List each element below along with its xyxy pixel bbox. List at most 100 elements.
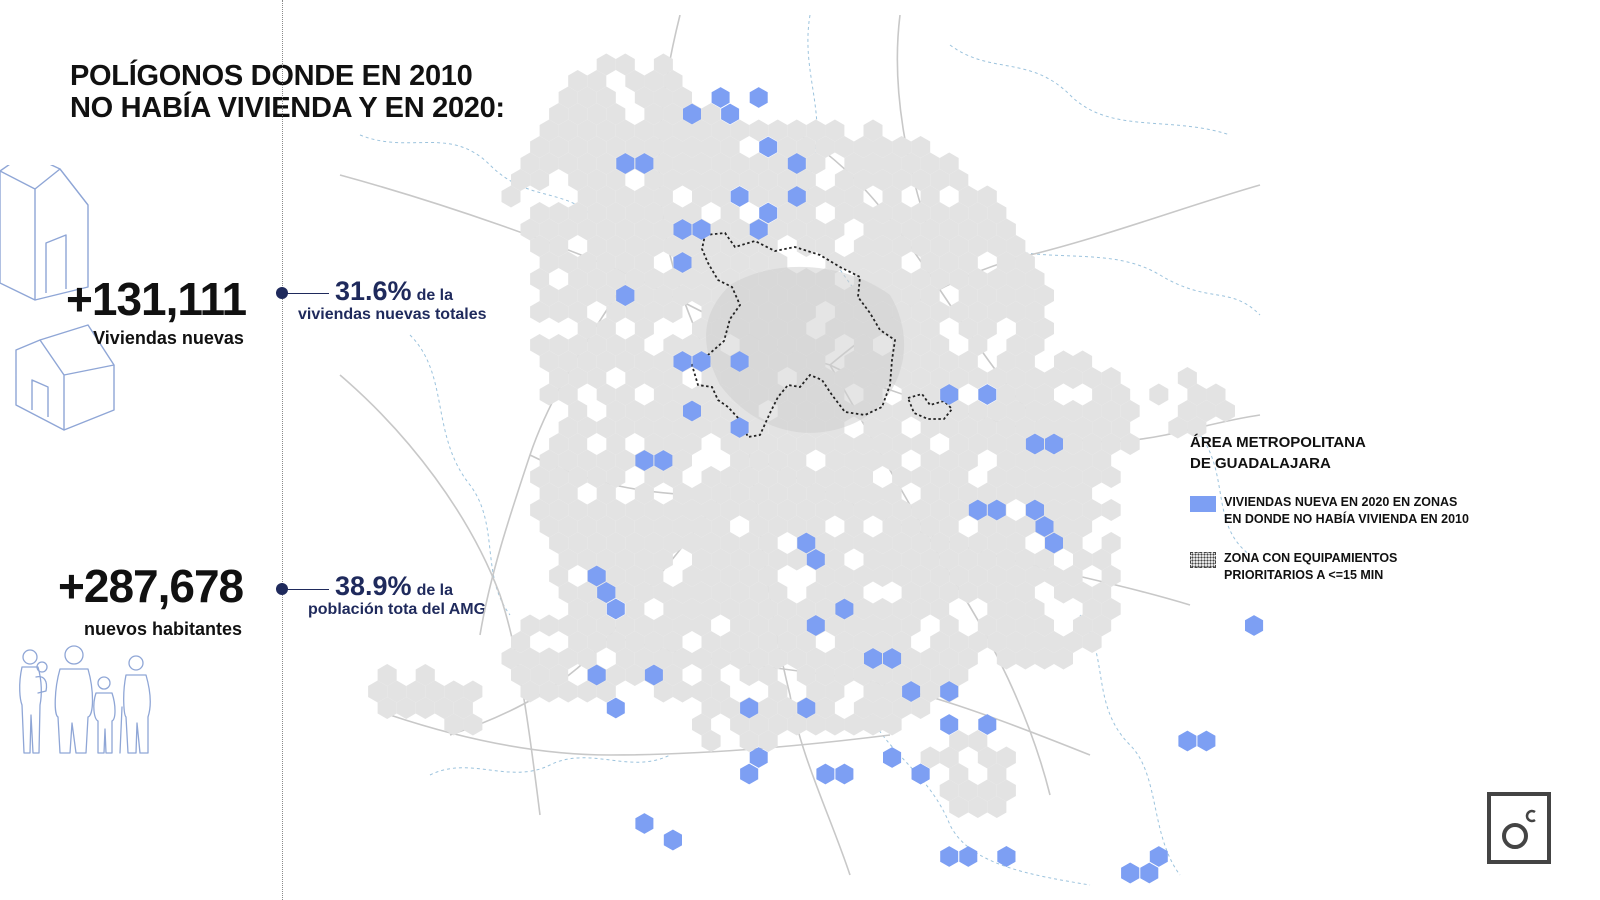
urban-hex xyxy=(444,680,464,703)
urban-hex xyxy=(549,664,569,686)
urban-hex xyxy=(1168,416,1188,439)
urban-hex xyxy=(911,235,931,257)
urban-hex xyxy=(768,614,788,637)
urban-hex xyxy=(682,334,702,356)
urban-hex xyxy=(758,598,778,620)
urban-hex xyxy=(711,680,731,703)
urban-hex xyxy=(625,664,645,686)
urban-hex xyxy=(615,53,635,76)
urban-hex xyxy=(463,680,483,703)
urban-hex xyxy=(996,548,1016,571)
urban-hex xyxy=(892,664,912,686)
urban-hex xyxy=(815,532,835,554)
new-housing-hex xyxy=(1197,730,1216,752)
urban-hex xyxy=(672,284,692,307)
legend-title: ÁREA METROPOLITANA DE GUADALAJARA xyxy=(1190,432,1366,474)
urban-hex xyxy=(777,598,797,620)
urban-hex xyxy=(958,581,978,604)
urban-hex xyxy=(853,532,873,554)
new-housing-hex xyxy=(654,450,673,471)
urban-hex xyxy=(634,86,654,109)
urban-hex xyxy=(549,202,569,224)
urban-hex xyxy=(901,218,921,241)
urban-hex xyxy=(949,499,969,521)
new-housing-hex xyxy=(968,499,987,521)
urban-hex xyxy=(663,631,683,653)
urban-hex xyxy=(930,466,950,488)
urban-hex xyxy=(768,449,788,472)
urban-hex xyxy=(549,499,569,521)
urban-hex xyxy=(558,251,578,274)
urban-hex xyxy=(892,235,912,257)
urban-hex xyxy=(882,185,902,208)
urban-hex xyxy=(672,680,692,703)
new-housing-hex xyxy=(1245,615,1264,636)
urban-hex xyxy=(968,565,988,587)
urban-hex xyxy=(1187,383,1207,406)
urban-hex xyxy=(749,251,769,274)
new-residents-percent-desc: población tota del AMG xyxy=(308,601,487,618)
urban-hex xyxy=(787,218,807,241)
new-housing-hex xyxy=(1045,433,1063,455)
urban-hex xyxy=(530,664,550,686)
urban-hex xyxy=(1044,367,1064,389)
urban-hex xyxy=(558,350,578,373)
urban-hex xyxy=(558,482,578,505)
urban-hex xyxy=(1101,598,1121,620)
urban-hex xyxy=(787,614,807,637)
urban-hex xyxy=(701,169,721,191)
urban-hex xyxy=(539,647,559,670)
urban-hex xyxy=(806,647,826,670)
urban-hex xyxy=(815,136,835,158)
new-housing-hex xyxy=(759,136,778,158)
urban-hex xyxy=(1082,367,1102,389)
urban-hex xyxy=(1044,400,1064,422)
urban-hex xyxy=(892,136,912,158)
urban-hex xyxy=(644,202,664,224)
urban-hex xyxy=(558,383,578,406)
title-line-2: NO HABÍA VIVIENDA Y EN 2020: xyxy=(70,92,505,124)
urban-hex xyxy=(663,301,683,323)
urban-hex xyxy=(625,301,645,323)
urban-hex xyxy=(882,251,902,274)
urban-hex xyxy=(901,317,921,340)
urban-hex xyxy=(577,284,597,307)
urban-hex xyxy=(692,548,712,571)
urban-hex xyxy=(682,136,702,158)
urban-hex xyxy=(577,614,597,637)
percent-suffix: de la xyxy=(416,287,454,304)
urban-hex xyxy=(977,548,997,571)
urban-hex xyxy=(701,235,721,257)
urban-hex xyxy=(796,598,816,620)
new-housing-hex xyxy=(864,648,882,669)
urban-hex xyxy=(977,614,997,637)
urban-hex xyxy=(682,499,702,521)
urban-hex xyxy=(1015,647,1035,670)
new-housing-hex xyxy=(883,747,902,768)
urban-hex xyxy=(958,218,978,241)
urban-hex xyxy=(606,334,626,356)
urban-hex xyxy=(653,548,673,571)
urban-hex xyxy=(777,433,797,455)
urban-hex xyxy=(1025,367,1045,389)
urban-hex xyxy=(530,136,550,158)
urban-hex xyxy=(1101,367,1121,389)
urban-hex xyxy=(1034,647,1054,670)
urban-hex xyxy=(1073,548,1093,571)
urban-hex xyxy=(949,235,969,257)
urban-hex xyxy=(1101,400,1121,422)
urban-hex xyxy=(958,317,978,340)
new-housing-hex xyxy=(683,400,701,422)
urban-hex xyxy=(587,367,607,389)
urban-hex xyxy=(882,482,902,505)
urban-hex xyxy=(996,515,1016,538)
urban-hex xyxy=(415,697,435,719)
urban-hex xyxy=(606,400,626,422)
urban-hex xyxy=(796,664,816,686)
urban-hex xyxy=(977,581,997,604)
urban-hex xyxy=(644,136,664,158)
urban-hex xyxy=(587,598,607,620)
urban-hex xyxy=(1092,581,1112,604)
urban-hex xyxy=(930,598,950,620)
urban-hex xyxy=(758,499,778,521)
